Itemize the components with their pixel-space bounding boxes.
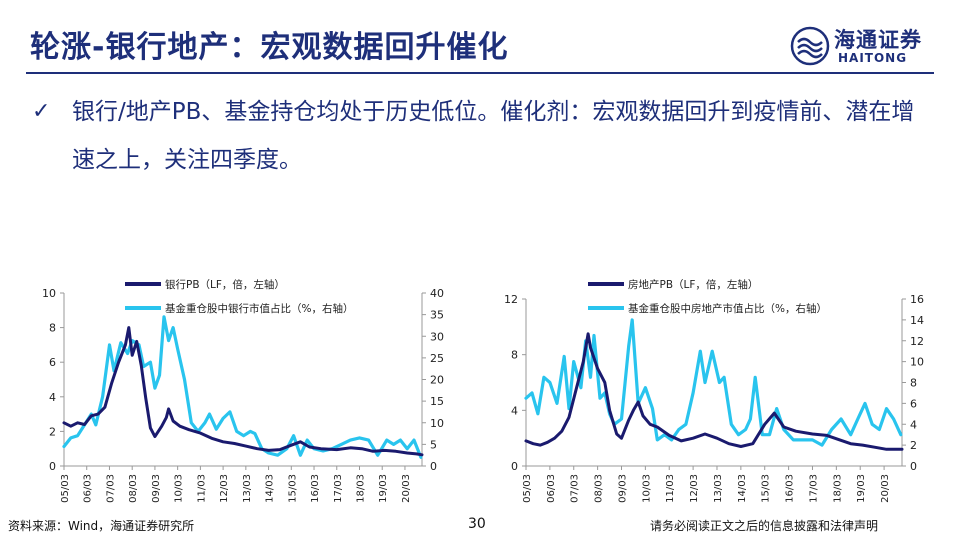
left-tick-label: 8 bbox=[511, 349, 518, 362]
title-divider bbox=[26, 72, 934, 74]
x-tick-label: 20/03 bbox=[401, 474, 412, 503]
x-tick-label: 16/03 bbox=[310, 474, 321, 503]
x-tick-label: 06/03 bbox=[83, 474, 94, 503]
left-tick-label: 4 bbox=[49, 391, 56, 404]
x-tick-label: 13/03 bbox=[242, 474, 253, 503]
x-tick-label: 13/03 bbox=[713, 474, 724, 503]
x-tick-label: 05/03 bbox=[522, 474, 533, 503]
right-tick-label: 5 bbox=[430, 438, 437, 451]
right-tick-label: 0 bbox=[430, 460, 437, 473]
x-tick-label: 10/03 bbox=[174, 474, 185, 503]
x-tick-label: 09/03 bbox=[151, 474, 162, 503]
right-tick-label: 10 bbox=[430, 417, 444, 430]
right-tick-label: 6 bbox=[910, 397, 917, 410]
bullet-text: 银行/地产PB、基金持仓均处于历史低位。催化剂：宏观数据回升到疫情前、潜在增速之… bbox=[72, 99, 915, 173]
left-tick-label: 8 bbox=[49, 322, 56, 335]
logo-mark-icon bbox=[790, 26, 830, 66]
right-tick-label: 20 bbox=[430, 374, 444, 387]
right-tick-label: 8 bbox=[910, 377, 917, 390]
logo-text-cn: 海通证券 bbox=[834, 27, 922, 52]
x-tick-label: 12/03 bbox=[689, 474, 700, 503]
left-tick-label: 2 bbox=[49, 425, 56, 438]
right-tick-label: 16 bbox=[910, 293, 924, 306]
page-number: 30 bbox=[468, 516, 486, 532]
right-tick-label: 30 bbox=[430, 330, 444, 343]
right-tick-label: 40 bbox=[430, 287, 444, 300]
x-tick-label: 20/03 bbox=[880, 474, 891, 503]
check-icon: ✓ bbox=[32, 99, 51, 124]
right-tick-label: 14 bbox=[910, 314, 924, 327]
right-tick-label: 35 bbox=[430, 309, 444, 322]
logo-text-en: HAITONG bbox=[838, 51, 908, 65]
x-tick-label: 15/03 bbox=[761, 474, 772, 503]
disclaimer: 请务必阅读正文之后的信息披露和法律声明 bbox=[650, 519, 879, 533]
right-tick-label: 10 bbox=[910, 356, 924, 369]
x-tick-label: 12/03 bbox=[219, 474, 230, 503]
left-tick-label: 4 bbox=[511, 404, 518, 417]
x-tick-label: 15/03 bbox=[287, 474, 298, 503]
right-tick-label: 25 bbox=[430, 352, 444, 365]
legend-label: 银行PB（LF，倍，左轴） bbox=[165, 278, 285, 291]
x-tick-label: 05/03 bbox=[60, 474, 71, 503]
right-tick-label: 12 bbox=[910, 335, 924, 348]
x-tick-label: 07/03 bbox=[570, 474, 581, 503]
legend-label: 基金重仓股中房地产市值占比（%，右轴） bbox=[628, 302, 827, 315]
series-line-fund-share bbox=[524, 318, 903, 447]
left-tick-label: 10 bbox=[42, 287, 56, 300]
haitong-logo: 海通证券 HAITONG bbox=[790, 24, 940, 68]
x-tick-label: 14/03 bbox=[737, 474, 748, 503]
left-tick-label: 0 bbox=[49, 460, 56, 473]
left-tick-label: 12 bbox=[504, 293, 518, 306]
x-tick-label: 09/03 bbox=[617, 474, 628, 503]
x-tick-label: 18/03 bbox=[355, 474, 366, 503]
legend-label: 房地产PB（LF，倍，左轴） bbox=[628, 278, 758, 291]
slide-title: 轮涨-银行地产：宏观数据回升催化 bbox=[30, 30, 509, 65]
right-tick-label: 2 bbox=[910, 439, 917, 452]
x-tick-label: 08/03 bbox=[128, 474, 139, 503]
x-tick-label: 19/03 bbox=[378, 474, 389, 503]
right-tick-label: 15 bbox=[430, 395, 444, 408]
left-tick-label: 0 bbox=[511, 460, 518, 473]
right-tick-label: 0 bbox=[910, 460, 917, 473]
series-line-fund-share bbox=[62, 315, 423, 459]
source-note: 资料来源：Wind，海通证券研究所 bbox=[8, 519, 195, 533]
x-tick-label: 17/03 bbox=[333, 474, 344, 503]
x-tick-label: 08/03 bbox=[594, 474, 605, 503]
x-tick-label: 10/03 bbox=[641, 474, 652, 503]
property-chart: 0 4 8 12 0 2 4 6 8 10 12 14 16 05/03 06/03 07/03 08/03 09… bbox=[504, 278, 924, 503]
x-tick-label: 16/03 bbox=[785, 474, 796, 503]
x-tick-label: 14/03 bbox=[265, 474, 276, 503]
series-line-pb bbox=[62, 326, 424, 457]
x-tick-label: 11/03 bbox=[196, 474, 207, 503]
x-tick-label: 18/03 bbox=[832, 474, 843, 503]
left-tick-label: 6 bbox=[49, 356, 56, 369]
x-tick-label: 17/03 bbox=[808, 474, 819, 503]
x-tick-label: 11/03 bbox=[665, 474, 676, 503]
bank-chart: 0 2 4 6 8 10 0 5 10 15 20 25 30 35 40 05/03 06/03 07/03 08… bbox=[42, 278, 444, 503]
x-tick-label: 19/03 bbox=[856, 474, 867, 503]
x-tick-label: 07/03 bbox=[105, 474, 116, 503]
series-line-pb bbox=[524, 332, 904, 451]
right-tick-label: 4 bbox=[910, 418, 917, 431]
x-tick-label: 06/03 bbox=[546, 474, 557, 503]
legend-label: 基金重仓股中银行市值占比（%，右轴） bbox=[165, 302, 353, 315]
